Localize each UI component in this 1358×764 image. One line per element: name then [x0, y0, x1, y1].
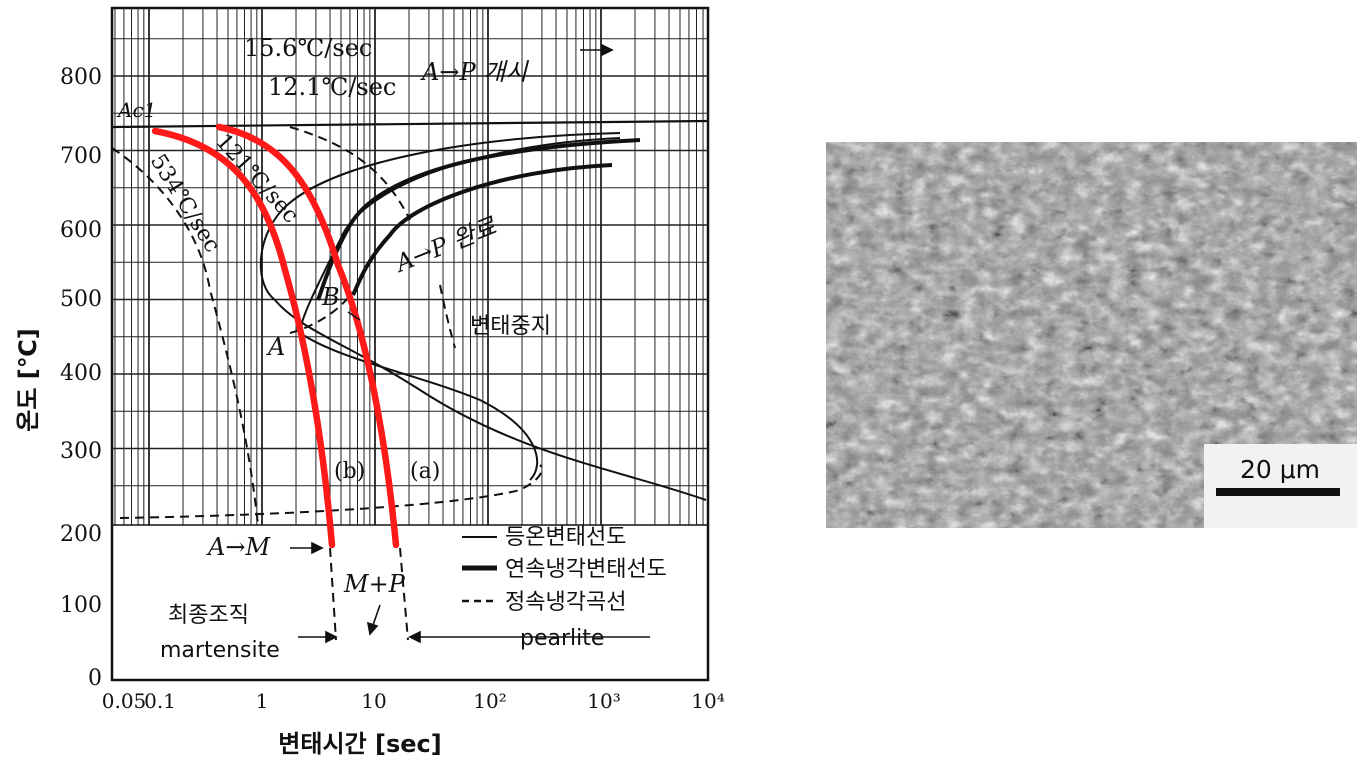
lower-panel [115, 528, 705, 676]
rate-label-12-1: 12.1℃/sec [268, 73, 396, 101]
curve-b-label: (b) [334, 459, 365, 484]
martensite-label: martensite [160, 638, 280, 663]
y-tick-0: 0 [88, 666, 102, 691]
x-tick-100: 10² [473, 689, 506, 713]
x-tick-1000: 10³ [587, 689, 620, 713]
legend-isothermal: 등온변태선도 [505, 525, 626, 550]
cooling-path-b [151, 127, 336, 549]
ac1-label: Ac1 [116, 98, 156, 122]
y-axis-label: 온도 [℃] [14, 328, 42, 432]
legend-continuous: 연속냉각변태선도 [505, 557, 667, 582]
x-axis-label: 변태시간 [sec] [278, 730, 441, 758]
am-label: A→M [206, 533, 271, 561]
y-tick-800: 800 [60, 65, 102, 90]
pearlite-label: pearlite [520, 626, 604, 651]
micrograph: 20 μm [826, 142, 1357, 528]
x-tick-10: 10 [361, 689, 386, 713]
ttt-diagram: 800 700 600 500 400 300 200 100 0 0.05 0… [14, 6, 725, 758]
mp-label: M+P [343, 570, 406, 598]
y-tick-400: 400 [60, 361, 102, 386]
final-structure-label: 최종조직 [168, 603, 249, 628]
rate-label-534: 534℃/sec [145, 150, 225, 257]
x-tick-0.05: 0.05 [102, 689, 147, 713]
point-b-label: B [321, 283, 340, 311]
legend-swatches [462, 536, 497, 603]
y-tick-200: 200 [60, 522, 102, 547]
curve-a-label: (a) [410, 459, 440, 484]
region-arrows [290, 43, 650, 644]
ap-finish-label: A→P 완료 [390, 212, 501, 279]
point-a-label: A [266, 333, 285, 361]
scale-box [1204, 444, 1357, 528]
y-tick-700: 700 [60, 144, 102, 169]
y-tick-500: 500 [60, 287, 102, 312]
plot-frame [110, 6, 710, 682]
cooling-paths [151, 123, 400, 549]
rate-label-15-6: 15.6℃/sec [244, 34, 372, 62]
x-tick-10000: 10⁴ [691, 689, 724, 713]
ap-start-label: A→P 개시 [420, 58, 529, 86]
grid [112, 8, 708, 525]
x-tick-1: 1 [256, 689, 269, 713]
y-tick-100: 100 [60, 593, 102, 618]
x-tick-0.1: 0.1 [144, 689, 176, 713]
legend-cooling: 정속냉각곡선 [505, 590, 626, 615]
scale-bar-label: 20 μm [1240, 455, 1320, 484]
y-tick-600: 600 [60, 218, 102, 243]
continuous-cooling-curves [316, 138, 641, 301]
scale-bar [1216, 488, 1340, 496]
cooling-path-a [215, 123, 400, 549]
ac1-line [111, 119, 709, 129]
y-tick-300: 300 [60, 439, 102, 464]
transform-stop-label: 변태중지 [470, 314, 551, 339]
